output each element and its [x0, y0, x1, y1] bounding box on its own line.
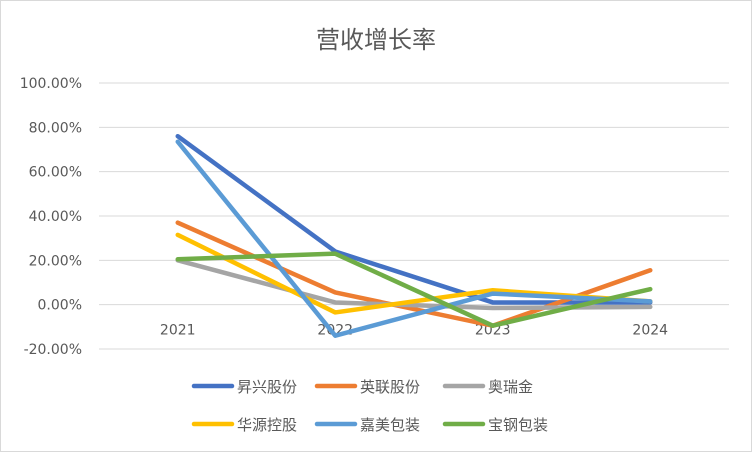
- legend-label: 嘉美包装: [360, 416, 420, 434]
- y-tick-label: 60.00%: [29, 165, 82, 181]
- y-tick-label: 0.00%: [38, 298, 82, 314]
- y-tick-label: 40.00%: [29, 209, 82, 225]
- y-tick-label: 100.00%: [20, 76, 82, 92]
- series-line: [175, 220, 653, 328]
- series-line: [175, 251, 653, 328]
- legend-label: 英联股份: [360, 378, 420, 396]
- x-axis-tick-labels: 2021 2022 2023 2024: [160, 323, 668, 339]
- y-tick-label: 80.00%: [29, 120, 82, 136]
- chart-title: 营收增长率: [316, 26, 436, 54]
- x-tick-label: 2024: [632, 323, 668, 339]
- legend-label: 华源控股: [237, 416, 297, 434]
- y-tick-label: -20.00%: [24, 342, 82, 358]
- series-line: [175, 139, 653, 338]
- y-axis-tick-labels: -20.00% 0.00% 20.00% 40.00% 60.00% 80.00% 100.…: [20, 76, 82, 358]
- series-line: [175, 133, 653, 305]
- legend-label: 奥瑞金: [488, 378, 533, 396]
- x-tick-label: 2023: [475, 323, 511, 339]
- legend-label: 昇兴股份: [237, 378, 297, 396]
- series-lines: [175, 133, 653, 338]
- legend-label: 宝钢包装: [488, 416, 548, 434]
- x-tick-label: 2021: [160, 323, 196, 339]
- y-tick-label: 20.00%: [29, 253, 82, 269]
